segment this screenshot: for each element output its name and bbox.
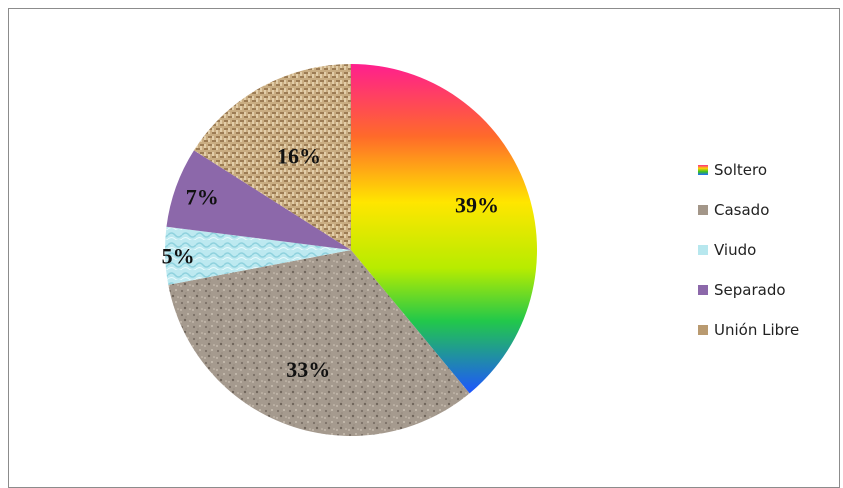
pie-slice-separado: [166, 150, 351, 250]
legend-swatch: [698, 165, 708, 175]
legend-label: Viudo: [714, 241, 757, 259]
legend-swatch: [698, 245, 708, 255]
legend-item-viudo: Viudo: [698, 240, 838, 260]
legend-label: Separado: [714, 281, 786, 299]
pie-slice-viudo: [165, 226, 351, 285]
pie-slice-soltero: [351, 64, 538, 394]
slice-label-casado: 33%: [286, 357, 330, 382]
slice-label-unión-libre: 16%: [277, 144, 321, 169]
pie-slice-casado: [168, 250, 470, 437]
legend-label: Unión Libre: [714, 321, 800, 339]
slice-label-separado: 7%: [186, 184, 219, 209]
legend-swatch: [698, 325, 708, 335]
legend-item-unión-libre: Unión Libre: [698, 320, 838, 340]
legend-label: Casado: [714, 201, 770, 219]
legend-label: Soltero: [714, 161, 767, 179]
legend-swatch: [698, 205, 708, 215]
legend-item-soltero: Soltero: [698, 160, 838, 180]
slice-label-soltero: 39%: [455, 193, 499, 218]
legend-swatch: [698, 285, 708, 295]
legend-item-separado: Separado: [698, 280, 838, 300]
legend: Soltero Casado Viudo Separado Unión Libre: [698, 160, 838, 360]
legend-item-casado: Casado: [698, 200, 838, 220]
pie-slice-unión-libre: [193, 64, 351, 250]
slice-label-viudo: 5%: [162, 243, 195, 268]
